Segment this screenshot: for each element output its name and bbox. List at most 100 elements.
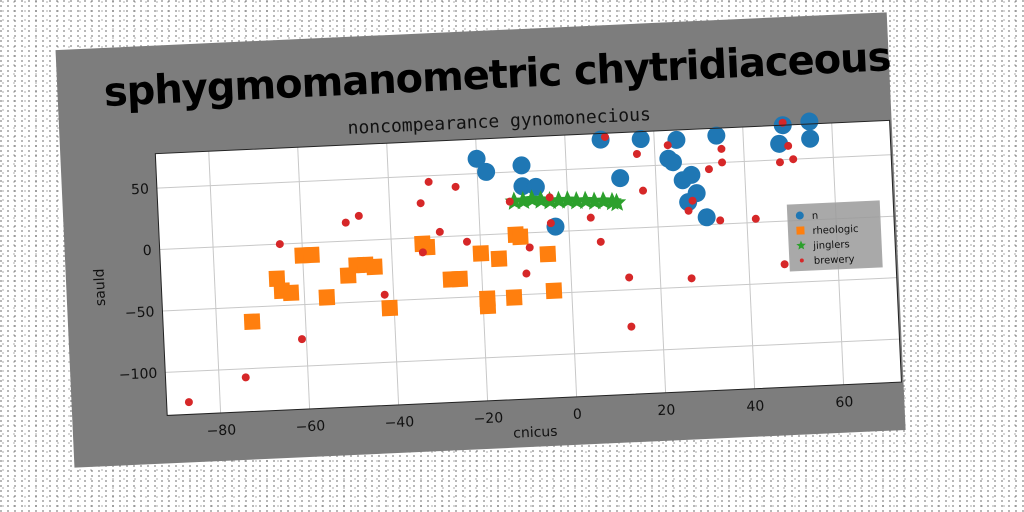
- brewery-point: [704, 165, 713, 174]
- tick-labels: −80 −60 −40 −20 0 20 40 60 50 0 −50 −100: [119, 181, 854, 439]
- x-gridline: [564, 135, 578, 397]
- n-point: [663, 153, 682, 172]
- rheologic-point: [381, 299, 399, 317]
- y-tick-label: −100: [119, 366, 158, 384]
- legend-marker: [795, 211, 804, 220]
- brewery-point: [688, 196, 697, 205]
- x-gridline: [297, 147, 311, 409]
- brewery-point: [435, 227, 444, 236]
- x-tick-label: −20: [473, 410, 503, 427]
- rheologic-point: [451, 270, 469, 288]
- rheologic-point: [243, 313, 261, 331]
- x-tick-label: 20: [657, 402, 676, 419]
- legend-label: jinglers: [812, 239, 850, 252]
- y-gridline: [165, 338, 900, 373]
- brewery-point: [241, 373, 250, 382]
- brewery-point: [632, 149, 641, 158]
- rheologic-point: [505, 289, 523, 306]
- brewery-point: [184, 398, 193, 407]
- y-gridline: [162, 277, 897, 312]
- rheologic-point: [366, 258, 383, 276]
- x-gridline: [653, 131, 667, 393]
- plot-area: [155, 120, 902, 416]
- jinglers-point: [607, 192, 627, 212]
- brewery-point: [684, 206, 693, 215]
- rheologic-point: [539, 245, 557, 263]
- brewery-point: [525, 243, 534, 252]
- chart-figure: sphygmomanometric chytridiaceous noncomp…: [55, 12, 906, 468]
- legend-label: n: [812, 211, 819, 222]
- rheologic-point: [490, 250, 508, 268]
- brewery-point: [716, 216, 725, 225]
- rheologic-point: [282, 284, 300, 302]
- rheologic-point: [511, 228, 529, 246]
- legend-label: brewery: [814, 254, 855, 267]
- x-tick-label: −60: [295, 418, 325, 435]
- n-point: [801, 129, 820, 148]
- brewery-point: [416, 199, 425, 208]
- brewery-point: [418, 248, 427, 257]
- legend-box: [786, 200, 883, 272]
- brewery-point: [297, 335, 306, 344]
- n-point: [512, 156, 531, 175]
- legend-marker: [796, 226, 805, 235]
- series-brewery: [184, 118, 798, 407]
- x-gridline: [386, 143, 400, 405]
- n-point: [667, 130, 686, 149]
- y-tick-label: −50: [125, 304, 155, 321]
- brewery-point: [751, 214, 760, 223]
- rheologic-point: [472, 245, 490, 262]
- brewery-point: [718, 158, 727, 167]
- brewery-point: [505, 197, 514, 206]
- n-point: [467, 149, 486, 168]
- brewery-point: [780, 260, 789, 269]
- scatter-chart: sphygmomanometric chytridiaceous noncomp…: [91, 34, 902, 442]
- brewery-point: [600, 132, 609, 141]
- n-point: [631, 130, 650, 149]
- n-point: [477, 162, 496, 181]
- x-tick-label: 60: [835, 394, 854, 411]
- brewery-point: [663, 141, 672, 150]
- brewery-point: [717, 144, 726, 153]
- rheologic-point: [318, 289, 336, 306]
- brewery-point: [789, 155, 798, 164]
- n-point: [697, 208, 716, 227]
- chart-title: sphygmomanometric chytridiaceous: [103, 34, 891, 116]
- brewery-point: [275, 240, 284, 249]
- y-axis-label: sauld: [91, 268, 109, 306]
- x-tick-label: 40: [746, 398, 765, 415]
- x-gridline: [742, 126, 756, 389]
- brewery-point: [354, 211, 363, 220]
- series-rheologic: [243, 226, 563, 331]
- brewery-point: [522, 269, 531, 278]
- brewery-point: [546, 219, 555, 228]
- n-point: [682, 165, 701, 184]
- x-gridline: [208, 151, 222, 414]
- x-tick-label: 0: [573, 407, 583, 423]
- x-tick-label: −40: [384, 414, 414, 431]
- brewery-point: [687, 274, 696, 283]
- n-point: [513, 177, 532, 196]
- legend-marker: [796, 240, 806, 250]
- y-tick-label: 0: [142, 243, 152, 259]
- brewery-point: [625, 273, 634, 282]
- brewery-point: [596, 237, 605, 246]
- legend-label: rheologic: [812, 224, 859, 237]
- n-point: [800, 112, 819, 131]
- brewery-point: [341, 218, 350, 227]
- n-point: [707, 126, 726, 145]
- brewery-point: [462, 237, 471, 246]
- data-marks: [184, 112, 820, 407]
- n-point: [611, 169, 630, 188]
- brewery-point: [451, 182, 460, 191]
- x-gridline: [475, 139, 489, 401]
- n-point: [770, 134, 789, 153]
- rheologic-point: [545, 282, 563, 300]
- brewery-point: [586, 213, 595, 222]
- legend-entries: n rheologic jinglers brewery: [795, 211, 859, 267]
- brewery-point: [784, 141, 793, 150]
- y-tick-label: 50: [131, 181, 150, 198]
- brewery-point: [639, 186, 648, 195]
- x-axis-label: cnicus: [513, 424, 558, 442]
